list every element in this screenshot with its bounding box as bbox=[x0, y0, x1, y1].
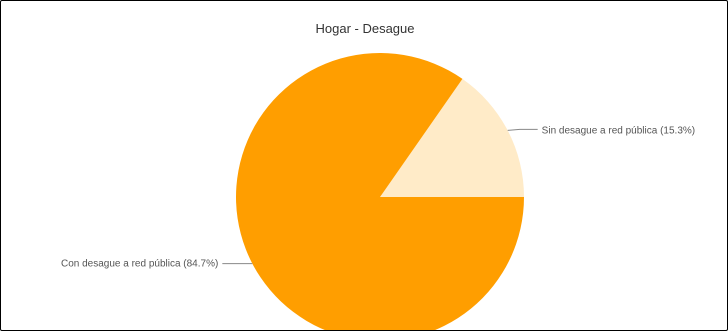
leader-line-0 bbox=[507, 128, 538, 131]
pie-slice-1 bbox=[236, 53, 524, 330]
pie-slice-0 bbox=[380, 78, 524, 197]
slice-label-0: Sin desague a red pública (15.3%) bbox=[542, 125, 695, 136]
chart-title: Hogar - Desague bbox=[315, 21, 415, 36]
slice-label-1: Con desague a red pública (84.7%) bbox=[61, 259, 218, 270]
